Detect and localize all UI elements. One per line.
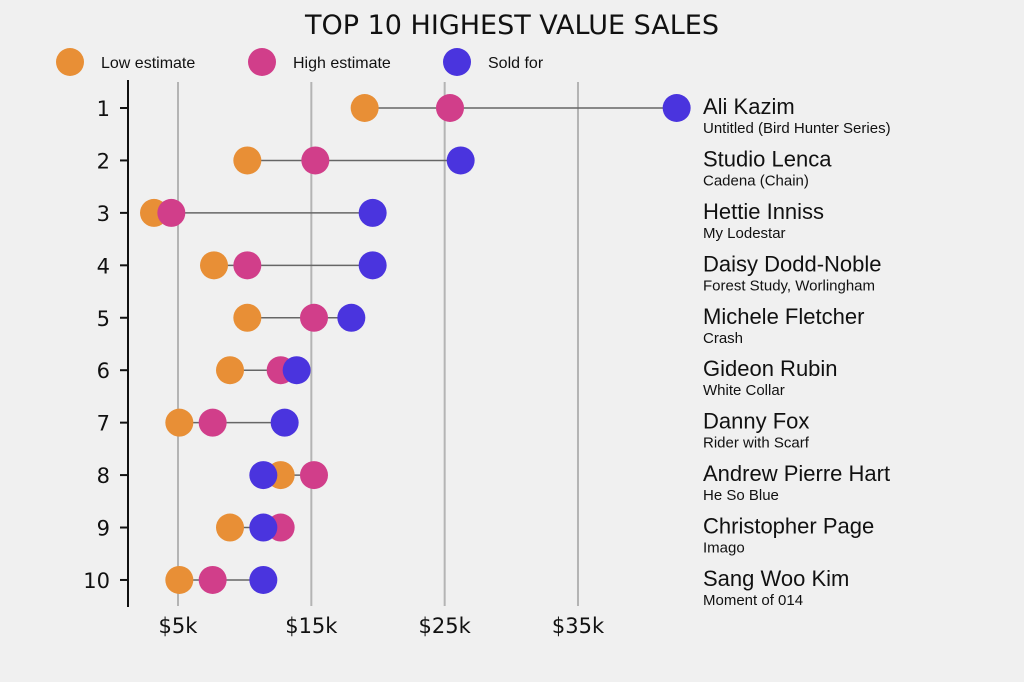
data-row [165, 408, 299, 437]
data-row [215, 356, 311, 385]
y-tick-label: 3 [97, 202, 110, 226]
artist-name: Gideon Rubin [703, 356, 838, 381]
low-estimate-point[interactable] [165, 408, 194, 437]
high-estimate-point[interactable] [435, 94, 464, 122]
y-tick-label: 10 [83, 569, 110, 593]
legend-item-low[interactable]: Low estimate [56, 48, 195, 76]
artwork-title: Moment of 014 [703, 592, 803, 609]
sold-for-point[interactable] [249, 513, 278, 542]
low-estimate-point[interactable] [350, 94, 379, 122]
high-estimate-point[interactable] [157, 198, 186, 227]
data-row [249, 461, 328, 490]
artist-name: Danny Fox [703, 409, 809, 434]
legend: Low estimate High estimate Sold for [56, 48, 544, 76]
sold-for-point[interactable] [270, 408, 299, 437]
legend-marker-low [56, 48, 84, 76]
legend-item-sold[interactable]: Sold for [443, 48, 544, 76]
legend-marker-high [248, 48, 276, 76]
artist-name: Christopher Page [703, 514, 874, 539]
high-estimate-point[interactable] [299, 461, 328, 490]
sold-for-point[interactable] [337, 303, 366, 332]
data-row [233, 303, 366, 332]
y-tick-label: 7 [97, 412, 110, 436]
artist-name: Hettie Inniss [703, 199, 824, 224]
artwork-title: He So Blue [703, 487, 779, 504]
sold-for-point[interactable] [249, 461, 278, 490]
artist-name: Ali Kazim [703, 94, 795, 119]
artwork-title: Rider with Scarf [703, 435, 810, 452]
artist-name: Michele Fletcher [703, 304, 864, 329]
legend-marker-sold [443, 48, 471, 76]
data-row [233, 146, 475, 175]
x-axis-ticks: $5k $15k $25k $35k [159, 614, 605, 638]
low-estimate-point[interactable] [233, 146, 262, 175]
data-row [165, 565, 278, 594]
artwork-title: Forest Study, Worlingham [703, 277, 875, 294]
sold-for-point[interactable] [249, 565, 278, 594]
y-tick-label: 5 [97, 307, 110, 331]
artist-name: Sang Woo Kim [703, 566, 849, 591]
y-tick-label: 2 [97, 149, 110, 173]
y-tick-label: 4 [97, 254, 110, 278]
sold-for-point[interactable] [662, 94, 691, 122]
sold-for-point[interactable] [446, 146, 475, 175]
y-axis-ticks: 1 2 3 4 5 6 7 8 9 10 [83, 97, 128, 593]
artwork-title: Crash [703, 330, 743, 347]
x-tick-label: $25k [419, 614, 472, 638]
high-estimate-point[interactable] [299, 303, 328, 332]
high-estimate-point[interactable] [198, 408, 227, 437]
y-tick-label: 6 [97, 359, 110, 383]
x-tick-label: $35k [552, 614, 605, 638]
artwork-title: Cadena (Chain) [703, 172, 809, 189]
legend-label-low: Low estimate [101, 55, 195, 72]
low-estimate-point[interactable] [233, 303, 262, 332]
sold-for-point[interactable] [358, 198, 387, 227]
high-estimate-point[interactable] [198, 565, 227, 594]
x-tick-label: $5k [159, 614, 199, 638]
low-estimate-point[interactable] [215, 513, 244, 542]
high-estimate-point[interactable] [233, 251, 262, 280]
data-row [199, 251, 387, 280]
low-estimate-point[interactable] [215, 356, 244, 385]
artwork-title: White Collar [703, 382, 785, 399]
artwork-title: Untitled (Bird Hunter Series) [703, 120, 891, 137]
legend-label-sold: Sold for [488, 55, 544, 72]
sold-for-point[interactable] [358, 251, 387, 280]
data-row [140, 198, 387, 227]
legend-label-high: High estimate [293, 55, 391, 72]
artwork-title: My Lodestar [703, 225, 786, 242]
low-estimate-point[interactable] [165, 565, 194, 594]
x-tick-label: $15k [285, 614, 338, 638]
sold-for-point[interactable] [282, 356, 311, 385]
high-estimate-point[interactable] [301, 146, 330, 175]
data-row [350, 94, 691, 122]
artist-name: Andrew Pierre Hart [703, 461, 890, 486]
artist-name: Daisy Dodd-Noble [703, 251, 882, 276]
artist-name: Studio Lenca [703, 146, 832, 171]
y-tick-label: 8 [97, 464, 110, 488]
chart-title: TOP 10 HIGHEST VALUE SALES [304, 10, 719, 41]
y-tick-label: 1 [97, 97, 110, 121]
low-estimate-point[interactable] [199, 251, 228, 280]
data-row [215, 513, 295, 542]
y-tick-label: 9 [97, 517, 110, 541]
legend-item-high[interactable]: High estimate [248, 48, 391, 76]
data-rows [140, 94, 691, 594]
artwork-title: Imago [703, 540, 745, 557]
